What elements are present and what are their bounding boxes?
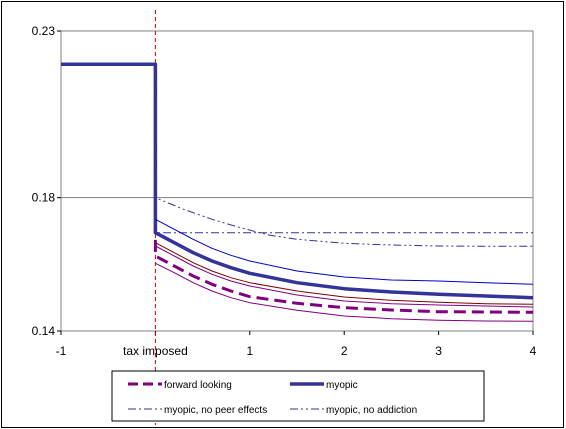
legend-box: [111, 370, 485, 422]
legend-label: myopic, no peer effects: [164, 405, 267, 416]
series-line-forward-looking: [61, 62, 534, 314]
legend-label: myopic, no addiction: [326, 405, 417, 416]
legend-label: forward looking: [164, 380, 232, 391]
series-line-band-5: [155, 242, 534, 305]
y-tick-label: 0.14: [32, 324, 56, 338]
series-line-band-4: [155, 218, 534, 285]
series-line-band-6: [155, 262, 534, 322]
y-tick-label: 0.18: [32, 191, 56, 205]
x-tick-label: 2: [341, 344, 348, 358]
x-tick-label: 1: [246, 344, 253, 358]
x-tick-label: 4: [530, 344, 537, 358]
x-tick-label: 3: [435, 344, 442, 358]
series-line-myopic-no-peer-effects: [154, 64, 533, 234]
legend-label: myopic: [326, 380, 358, 391]
y-tick-label: 0.23: [32, 24, 56, 38]
series-line-band-7: [155, 245, 534, 308]
x-tick-label: -1: [56, 344, 67, 358]
series-line-myopic: [61, 62, 534, 300]
plot-area: [60, 30, 534, 332]
series-line-myopic-no-addiction: [154, 64, 533, 247]
x-tick-label: tax imposed: [123, 344, 188, 358]
